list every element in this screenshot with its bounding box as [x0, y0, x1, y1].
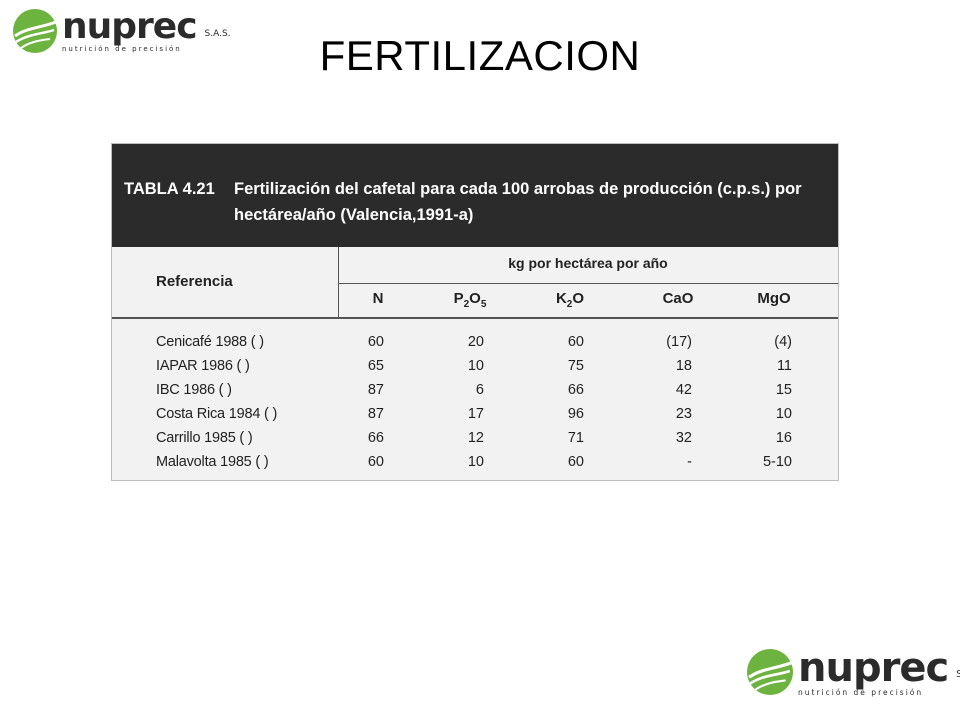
row-reference: Cenicafé 1988 ( ) — [156, 334, 264, 350]
header-divider — [338, 247, 339, 317]
cell-n: 87 — [367, 406, 384, 422]
logo-tagline: nutrición de precisión — [798, 688, 924, 697]
table-body: Cenicafé 1988 ( ) 60 20 60 (17) (4) IAPAR 1986… — [112, 319, 838, 475]
logo-brand: nuprec — [62, 6, 198, 47]
cell-k2o: 60 — [567, 334, 584, 350]
reference-column-header: Referencia — [156, 273, 233, 290]
logo-tagline: nutrición de precisión — [62, 45, 182, 53]
cell-p2o5: 12 — [467, 430, 484, 446]
table-caption: TABLA 4.21 Fertilización del cafetal par… — [112, 144, 838, 247]
nuprec-logo-top: nuprec S.A.S. nutrición de precisión — [12, 8, 231, 54]
cell-n: 87 — [367, 382, 384, 398]
cell-p2o5: 17 — [467, 406, 484, 422]
cell-k2o: 96 — [567, 406, 584, 422]
cell-mgo: 10 — [775, 406, 792, 422]
table-row: IAPAR 1986 ( ) 65 10 75 18 11 — [112, 355, 838, 379]
cell-mgo: 11 — [776, 358, 792, 374]
cell-cao: 18 — [675, 358, 692, 374]
cell-cao: (17) — [666, 334, 692, 350]
logo-suffix: S.A.S. — [956, 669, 960, 680]
table-row: Costa Rica 1984 ( ) 87 17 96 23 10 — [112, 403, 838, 427]
row-reference: Malavolta 1985 ( ) — [156, 454, 269, 470]
cell-p2o5: 20 — [467, 334, 484, 350]
cell-cao: 23 — [675, 406, 692, 422]
cell-mgo: (4) — [774, 334, 792, 350]
table-caption-text: Fertilización del cafetal para cada 100 … — [234, 180, 802, 224]
group-column-header: kg por hectárea por año — [508, 255, 668, 271]
cell-p2o5: 10 — [467, 454, 484, 470]
nuprec-logo-bottom: nuprec S.A.S. nutrición de precisión — [746, 648, 960, 697]
row-reference: IBC 1986 ( ) — [156, 382, 232, 398]
cell-p2o5: 6 — [475, 382, 484, 398]
cell-n: 66 — [367, 430, 384, 446]
cell-n: 65 — [367, 358, 384, 374]
fertilization-table: TABLA 4.21 Fertilización del cafetal par… — [111, 143, 839, 481]
cell-p2o5: 10 — [467, 358, 484, 374]
cell-mgo: 16 — [775, 430, 792, 446]
row-reference: Costa Rica 1984 ( ) — [156, 406, 278, 422]
table-row: IBC 1986 ( ) 87 6 66 42 15 — [112, 379, 838, 403]
logo-brand: nuprec — [798, 645, 949, 691]
logo-suffix: S.A.S. — [204, 29, 231, 39]
column-header-p2o5: P2O5 — [453, 290, 487, 310]
leaf-globe-icon — [13, 9, 57, 53]
column-header-cao: CaO — [662, 290, 694, 307]
cell-cao: 42 — [675, 382, 692, 398]
table-number: TABLA 4.21 — [124, 180, 215, 198]
cell-k2o: 71 — [567, 430, 584, 446]
cell-mgo: 5-10 — [762, 454, 792, 470]
column-header-k2o: K2O — [555, 290, 585, 310]
cell-n: 60 — [367, 334, 384, 350]
row-reference: Carrillo 1985 ( ) — [156, 430, 253, 446]
cell-k2o: 66 — [567, 382, 584, 398]
cell-k2o: 75 — [567, 358, 584, 374]
cell-cao: 32 — [675, 430, 692, 446]
table-row: Cenicafé 1988 ( ) 60 20 60 (17) (4) — [112, 331, 838, 355]
column-header-mgo: MgO — [757, 290, 791, 307]
row-reference: IAPAR 1986 ( ) — [156, 358, 250, 374]
cell-n: 60 — [367, 454, 384, 470]
header-rule — [338, 283, 838, 284]
column-header-n: N — [372, 290, 384, 307]
cell-cao: - — [687, 454, 692, 470]
cell-mgo: 15 — [775, 382, 792, 398]
table-row: Malavolta 1985 ( ) 60 10 60 - 5-10 — [112, 451, 838, 475]
table-header: Referencia kg por hectárea por año N P2O… — [112, 247, 838, 319]
slide-title: FERTILIZACION — [319, 32, 641, 79]
cell-k2o: 60 — [567, 454, 584, 470]
table-row: Carrillo 1985 ( ) 66 12 71 32 16 — [112, 427, 838, 451]
leaf-globe-icon — [747, 649, 793, 696]
